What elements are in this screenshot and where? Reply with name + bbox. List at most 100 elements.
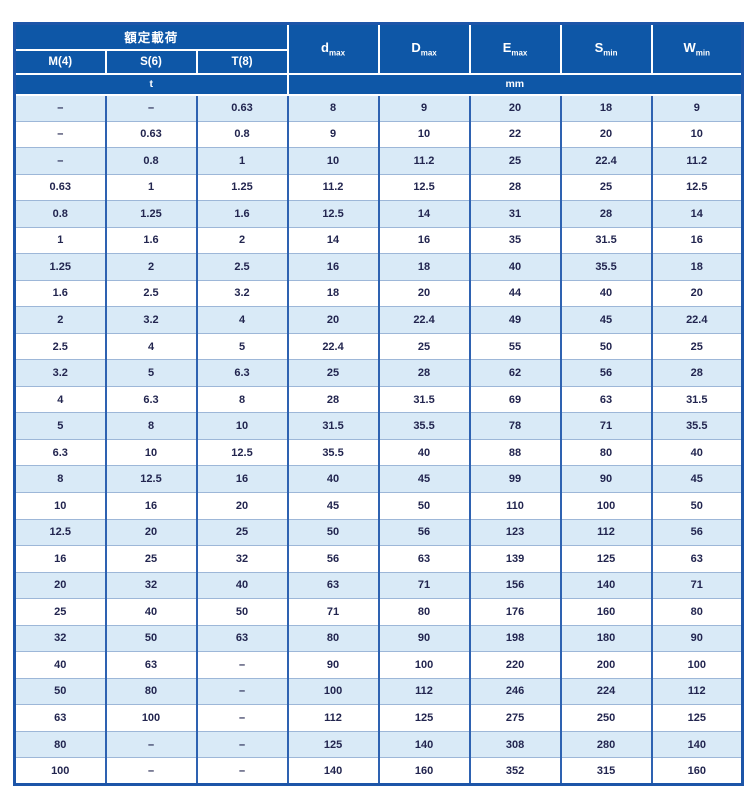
table-cell: 4 <box>13 385 107 414</box>
table-cell: 25 <box>195 518 289 547</box>
table-cell: 40 <box>195 571 289 600</box>
column-header-D-max: Dmax <box>377 22 471 75</box>
table-cell: 12.5 <box>286 200 380 228</box>
column-header-t8: T(8) <box>195 48 289 75</box>
table-cell: 20 <box>195 491 289 520</box>
table-cell: 0.8 <box>104 147 198 175</box>
table-row: 2.5 4 5 22.4 25 55 50 25 <box>13 332 744 361</box>
table-cell: – <box>195 651 289 679</box>
table-cell: 8 <box>195 385 289 414</box>
table-row: 50 80–100 112 246 224 112 <box>13 677 744 706</box>
table-cell: 10 <box>650 120 744 149</box>
table-cell: 28 <box>286 385 380 414</box>
table-cell: 80 <box>104 677 198 706</box>
table-row: –0.63 0.8 9 10 22 20 10 <box>13 120 744 149</box>
table-cell: 32 <box>195 545 289 573</box>
table-cell: 10 <box>13 491 107 520</box>
table-cell: 8 <box>13 465 107 493</box>
table-cell: 90 <box>377 624 471 653</box>
table-cell: 5 <box>104 359 198 387</box>
table-cell: 16 <box>650 226 744 255</box>
table-cell: 25 <box>13 598 107 626</box>
table-cell: 50 <box>650 491 744 520</box>
table-cell: 12.5 <box>13 518 107 547</box>
table-cell: 280 <box>559 730 653 759</box>
table-cell: 28 <box>468 173 562 202</box>
table-cell: 140 <box>377 730 471 759</box>
table-row: 4 6.3 8 28 31.5 69 63 31.5 <box>13 385 744 414</box>
table-cell: 1.6 <box>13 279 107 308</box>
table-cell: 2.5 <box>13 332 107 361</box>
table-cell: 25 <box>104 545 198 573</box>
table-cell: 20 <box>13 571 107 600</box>
table-cell: 63 <box>286 571 380 600</box>
table-cell: 16 <box>377 226 471 255</box>
table-cell: 18 <box>286 279 380 308</box>
table-cell: 63 <box>377 545 471 573</box>
table-cell: 250 <box>559 704 653 732</box>
table-row: 63 100–112 125 275 250 125 <box>13 704 744 732</box>
table-cell: 16 <box>104 491 198 520</box>
table-cell: 25 <box>377 332 471 361</box>
table-cell: 112 <box>559 518 653 547</box>
table-cell: – <box>13 120 107 149</box>
table-cell: 140 <box>650 730 744 759</box>
table-cell: 2.5 <box>104 279 198 308</box>
table-cell: 63 <box>650 545 744 573</box>
table-cell: 11.2 <box>377 147 471 175</box>
table-cell: 246 <box>468 677 562 706</box>
table-cell: 1.25 <box>104 200 198 228</box>
table-row: 40 63–90 100 220 200 100 <box>13 651 744 679</box>
table-cell: 44 <box>468 279 562 308</box>
table-cell: 200 <box>559 651 653 679</box>
table-cell: 80 <box>650 598 744 626</box>
table-cell: 12.5 <box>195 438 289 467</box>
table-cell: 10 <box>377 120 471 149</box>
table-cell: 45 <box>559 306 653 334</box>
table-cell: 40 <box>559 279 653 308</box>
table-cell: 1 <box>13 226 107 255</box>
table-cell: 28 <box>559 200 653 228</box>
table-cell: 2.5 <box>195 253 289 281</box>
table-cell: 100 <box>650 651 744 679</box>
table-header: 額定載荷 dmax Dmax Emax Smin Wmin M(4) S(6) … <box>13 22 744 96</box>
table-cell: 40 <box>377 438 471 467</box>
table-cell: 100 <box>13 757 107 785</box>
column-header-E-max: Emax <box>468 22 562 75</box>
table-cell: – <box>104 757 198 785</box>
table-cell: 8 <box>286 94 380 122</box>
header-row-title: 額定載荷 dmax Dmax Emax Smin Wmin <box>13 22 744 75</box>
table-cell: 6.3 <box>195 359 289 387</box>
table-cell: 16 <box>195 465 289 493</box>
table-cell: 63 <box>104 651 198 679</box>
table-cell: 224 <box>559 677 653 706</box>
table-cell: 50 <box>195 598 289 626</box>
table-cell: 32 <box>13 624 107 653</box>
table-cell: 12.5 <box>650 173 744 202</box>
table-cell: 32 <box>104 571 198 600</box>
table-cell: 139 <box>468 545 562 573</box>
table-cell: 0.8 <box>195 120 289 149</box>
table-cell: 22.4 <box>286 332 380 361</box>
table-cell: 31.5 <box>286 412 380 440</box>
table-cell: 156 <box>468 571 562 600</box>
table-cell: 71 <box>377 571 471 600</box>
table-cell: 20 <box>286 306 380 334</box>
table-cell: 0.63 <box>195 94 289 122</box>
table-cell: – <box>13 147 107 175</box>
table-cell: 2 <box>104 253 198 281</box>
table-cell: 16 <box>13 545 107 573</box>
table-cell: 45 <box>377 465 471 493</box>
table-cell: 3.2 <box>13 359 107 387</box>
header-row-units: t mm <box>13 72 744 96</box>
table-cell: 18 <box>650 253 744 281</box>
table-cell: – <box>195 704 289 732</box>
table-row: 80– –125 140 308 280 140 <box>13 730 744 759</box>
table-cell: 56 <box>559 359 653 387</box>
table-cell: 50 <box>13 677 107 706</box>
table-cell: 35.5 <box>286 438 380 467</box>
table-cell: 160 <box>650 757 744 785</box>
table-cell: 112 <box>286 704 380 732</box>
table-cell: 40 <box>468 253 562 281</box>
table-cell: 6.3 <box>104 385 198 414</box>
